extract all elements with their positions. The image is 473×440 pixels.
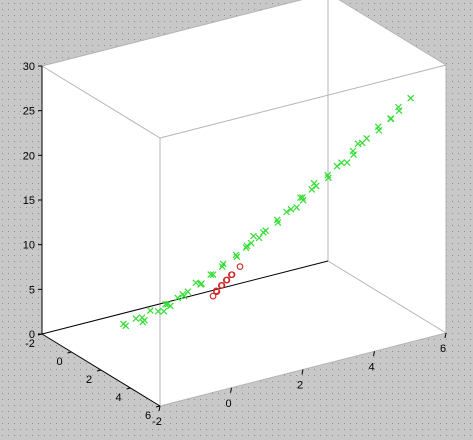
- x-tick-label-3: 4: [115, 392, 121, 404]
- z-tick-label-4: 20: [23, 150, 35, 162]
- y-tick-mark-2: [301, 369, 304, 375]
- z-tick-label-2: 10: [23, 240, 35, 252]
- series-0-point-29: [308, 186, 316, 193]
- x-tick-mark-4: [155, 405, 161, 408]
- series-0-point-12: [197, 281, 205, 288]
- series-0-point-33: [333, 162, 341, 170]
- series-0-point-51: [293, 203, 301, 211]
- x-tick-label-1: 0: [56, 356, 62, 368]
- series-0-point-36: [349, 147, 357, 155]
- series-1-point-3: [217, 282, 225, 289]
- series-0-point-17: [233, 253, 241, 261]
- series-0-point-54: [354, 140, 362, 148]
- z-tick-label-3: 15: [23, 195, 35, 207]
- y-tick-label-1: 0: [225, 398, 231, 410]
- series-0-point-16: [219, 260, 227, 268]
- y-tick-mark-0: [158, 405, 161, 412]
- y-tick-mark-1: [230, 387, 232, 393]
- x-tick-mark-1: [67, 351, 72, 354]
- series-0-point-34: [338, 159, 345, 167]
- y-tick-mark-3: [373, 351, 375, 357]
- series-1-point-9: [209, 292, 217, 300]
- series-0-point-50: [250, 232, 257, 240]
- box-edge-3: [41, 0, 303, 67]
- x-tick-label-0: -2: [25, 338, 35, 350]
- series-0-point-49: [232, 251, 240, 259]
- series-0-point-14: [209, 271, 217, 279]
- series-0-point-28: [299, 194, 306, 202]
- series-0-point-19: [243, 242, 251, 250]
- z-tick-label-1: 5: [29, 284, 35, 296]
- series-0-point-52: [296, 194, 304, 202]
- x-tick-mark-3: [126, 387, 131, 390]
- y-tick-label-3: 4: [368, 361, 374, 373]
- series-0-point-4: [146, 307, 154, 314]
- series-0-point-45: [141, 316, 148, 324]
- box-edge-5: [159, 64, 447, 139]
- series-0-point-40: [374, 123, 382, 131]
- series-0-point-2: [132, 315, 140, 323]
- series-0-point-25: [283, 208, 290, 216]
- series-0-point-10: [184, 288, 192, 296]
- series-0-point-57: [179, 290, 187, 298]
- y-tick-label-2: 2: [297, 380, 303, 392]
- z-tick-label-0: 0: [29, 329, 35, 341]
- series-0-point-59: [310, 179, 318, 187]
- series-0-point-58: [247, 239, 255, 247]
- series-0-point-56: [122, 322, 130, 330]
- series-0-point-48: [207, 271, 215, 279]
- series-0-point-5: [160, 307, 168, 315]
- series-0-point-13: [192, 279, 200, 287]
- series-0-point-24: [273, 216, 281, 224]
- series-0-point-53: [343, 159, 351, 167]
- series-0-point-38: [363, 135, 371, 142]
- series-1-point-1: [212, 287, 220, 295]
- series-0-point-47: [162, 300, 169, 308]
- z-tick-label-6: 30: [23, 61, 35, 73]
- box-edge-6: [41, 65, 161, 139]
- x-tick-label-4: 6: [145, 410, 151, 422]
- x-tick-label-2: 2: [86, 374, 92, 386]
- axes-background: [42, 0, 446, 406]
- series-0-point-55: [387, 115, 395, 123]
- box-edge-0: [327, 260, 447, 334]
- series-1-point-8: [236, 263, 244, 270]
- y-tick-mark-4: [444, 332, 447, 339]
- series-0-point-46: [166, 302, 174, 310]
- y-tick-label-0: -2: [152, 416, 162, 428]
- series-0-point-20: [255, 234, 263, 242]
- series-0-point-26: [287, 205, 295, 213]
- series-0-point-8: [174, 294, 182, 302]
- series-0-point-32: [324, 171, 332, 179]
- z-tick-label-5: 25: [23, 106, 35, 118]
- y-tick-label-4: 6: [440, 343, 446, 355]
- box-edge-4: [338, 0, 447, 66]
- series-0-point-44: [407, 94, 415, 102]
- series-1-point-5: [223, 276, 230, 284]
- series-0-point-3: [154, 307, 162, 315]
- series-0-point-22: [262, 227, 270, 235]
- x-tick-mark-2: [96, 369, 102, 372]
- series-1-point-7: [228, 271, 235, 279]
- series-0-point-43: [395, 103, 402, 111]
